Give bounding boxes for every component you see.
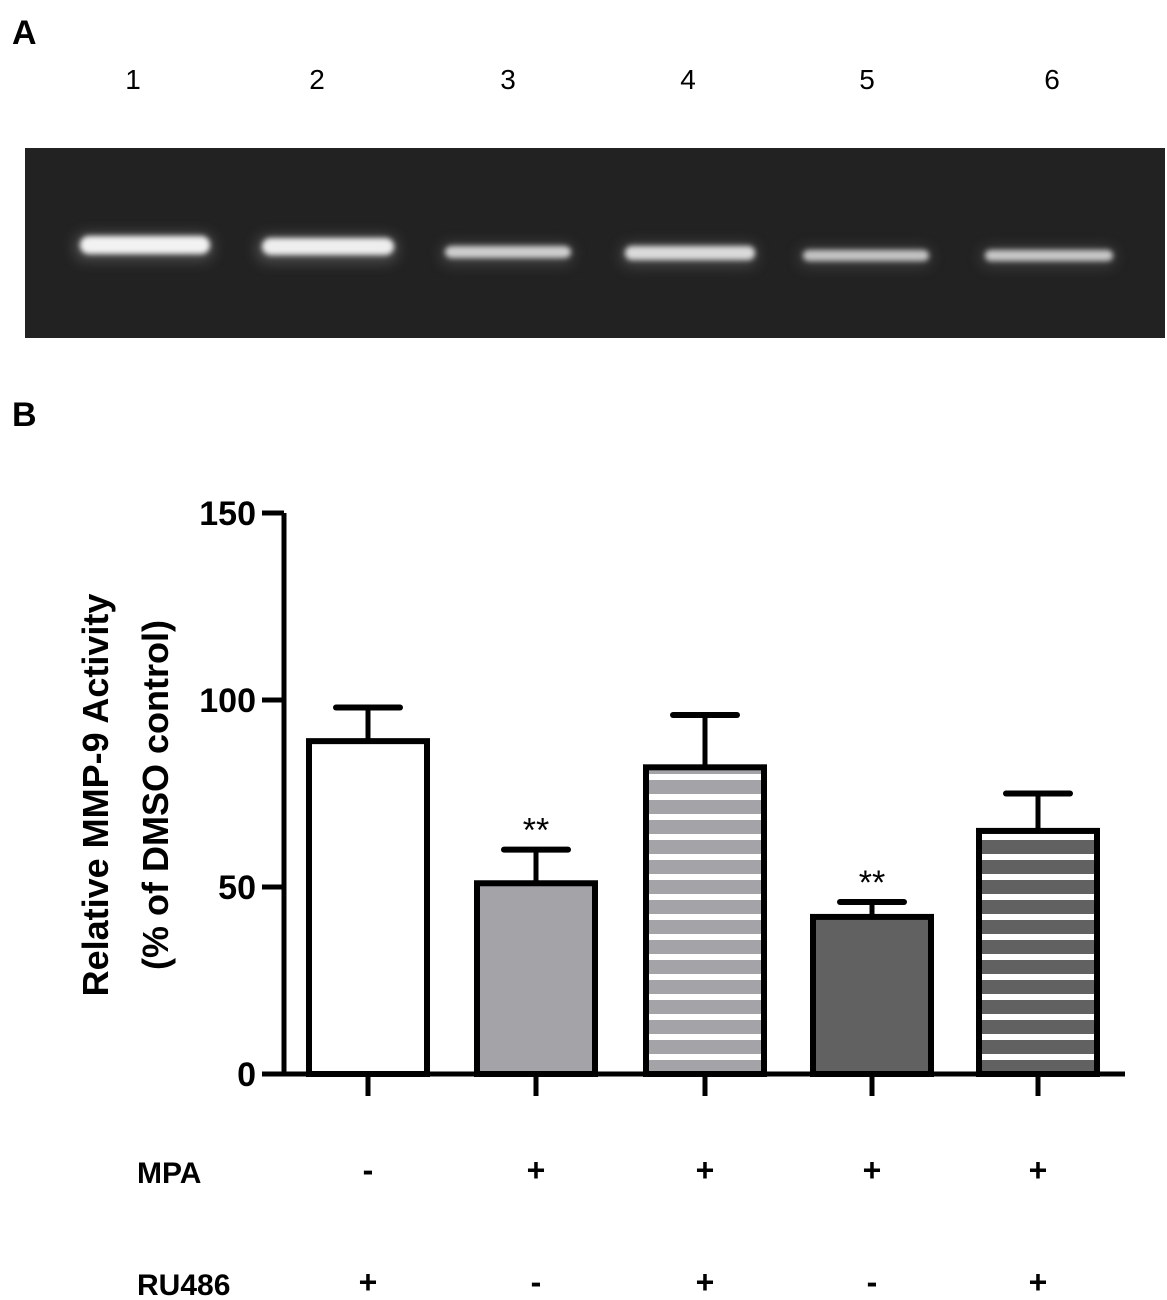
treatment-sign-mpa-5: +: [1029, 1152, 1048, 1188]
lane-number-2: 2: [309, 64, 325, 95]
gel-band-1: [75, 234, 213, 260]
lane-number-6: 6: [1044, 64, 1060, 95]
treatment-sign-mpa-1: -: [363, 1152, 374, 1188]
gel-band-4: [621, 244, 757, 266]
gel-background: [25, 148, 1165, 338]
treatment-label-mpa: MPA: [137, 1157, 201, 1190]
zymography-gel-image: [25, 148, 1165, 338]
y-tick-label-100: 100: [199, 682, 256, 720]
significance-mark-2: **: [523, 812, 549, 850]
y-tick-label-150: 150: [199, 495, 256, 533]
bar-3: [643, 764, 767, 1077]
treatment-sign-ru486-4: -: [867, 1264, 878, 1300]
y-tick-label-0: 0: [237, 1056, 256, 1094]
bar-5: [976, 827, 1100, 1077]
treatment-sign-mpa-4: +: [863, 1152, 882, 1188]
lane-number-4: 4: [680, 64, 696, 95]
gel-band-5: [799, 248, 931, 266]
treatment-sign-ru486-1: +: [359, 1264, 378, 1300]
bar-2: [474, 880, 598, 1078]
panel-a-label: A: [12, 14, 37, 52]
treatment-label-ru486: RU486: [137, 1269, 230, 1300]
bar-1: [306, 738, 430, 1077]
lane-number-3: 3: [500, 64, 516, 95]
gel-band-6: [981, 248, 1115, 266]
treatment-table: MPA - + + + + RU486 + - + - +: [137, 1152, 1047, 1300]
gel-band-3: [441, 244, 573, 264]
lane-number-5: 5: [859, 64, 875, 95]
significance-mark-4: **: [859, 864, 885, 902]
treatment-sign-mpa-3: +: [696, 1152, 715, 1188]
y-axis-label-line-2: (% of DMSO control): [135, 620, 176, 970]
lane-number-1: 1: [125, 64, 141, 95]
treatment-sign-ru486-2: -: [531, 1264, 542, 1300]
bar-series: ** **: [306, 704, 1100, 1078]
mmp9-activity-bar-chart: Relative MMP-9 Activity (% of DMSO contro…: [75, 495, 1125, 1300]
treatment-sign-ru486-5: +: [1029, 1264, 1048, 1300]
panel-b-label: B: [12, 396, 37, 434]
y-axis-label-line-1: Relative MMP-9 Activity: [75, 594, 116, 997]
gel-band-2: [257, 236, 397, 262]
treatment-sign-ru486-3: +: [696, 1264, 715, 1300]
y-tick-label-50: 50: [218, 869, 256, 907]
bar-4: [810, 913, 934, 1078]
y-axis-label-group: Relative MMP-9 Activity (% of DMSO contro…: [75, 594, 176, 997]
treatment-sign-mpa-2: +: [527, 1152, 546, 1188]
